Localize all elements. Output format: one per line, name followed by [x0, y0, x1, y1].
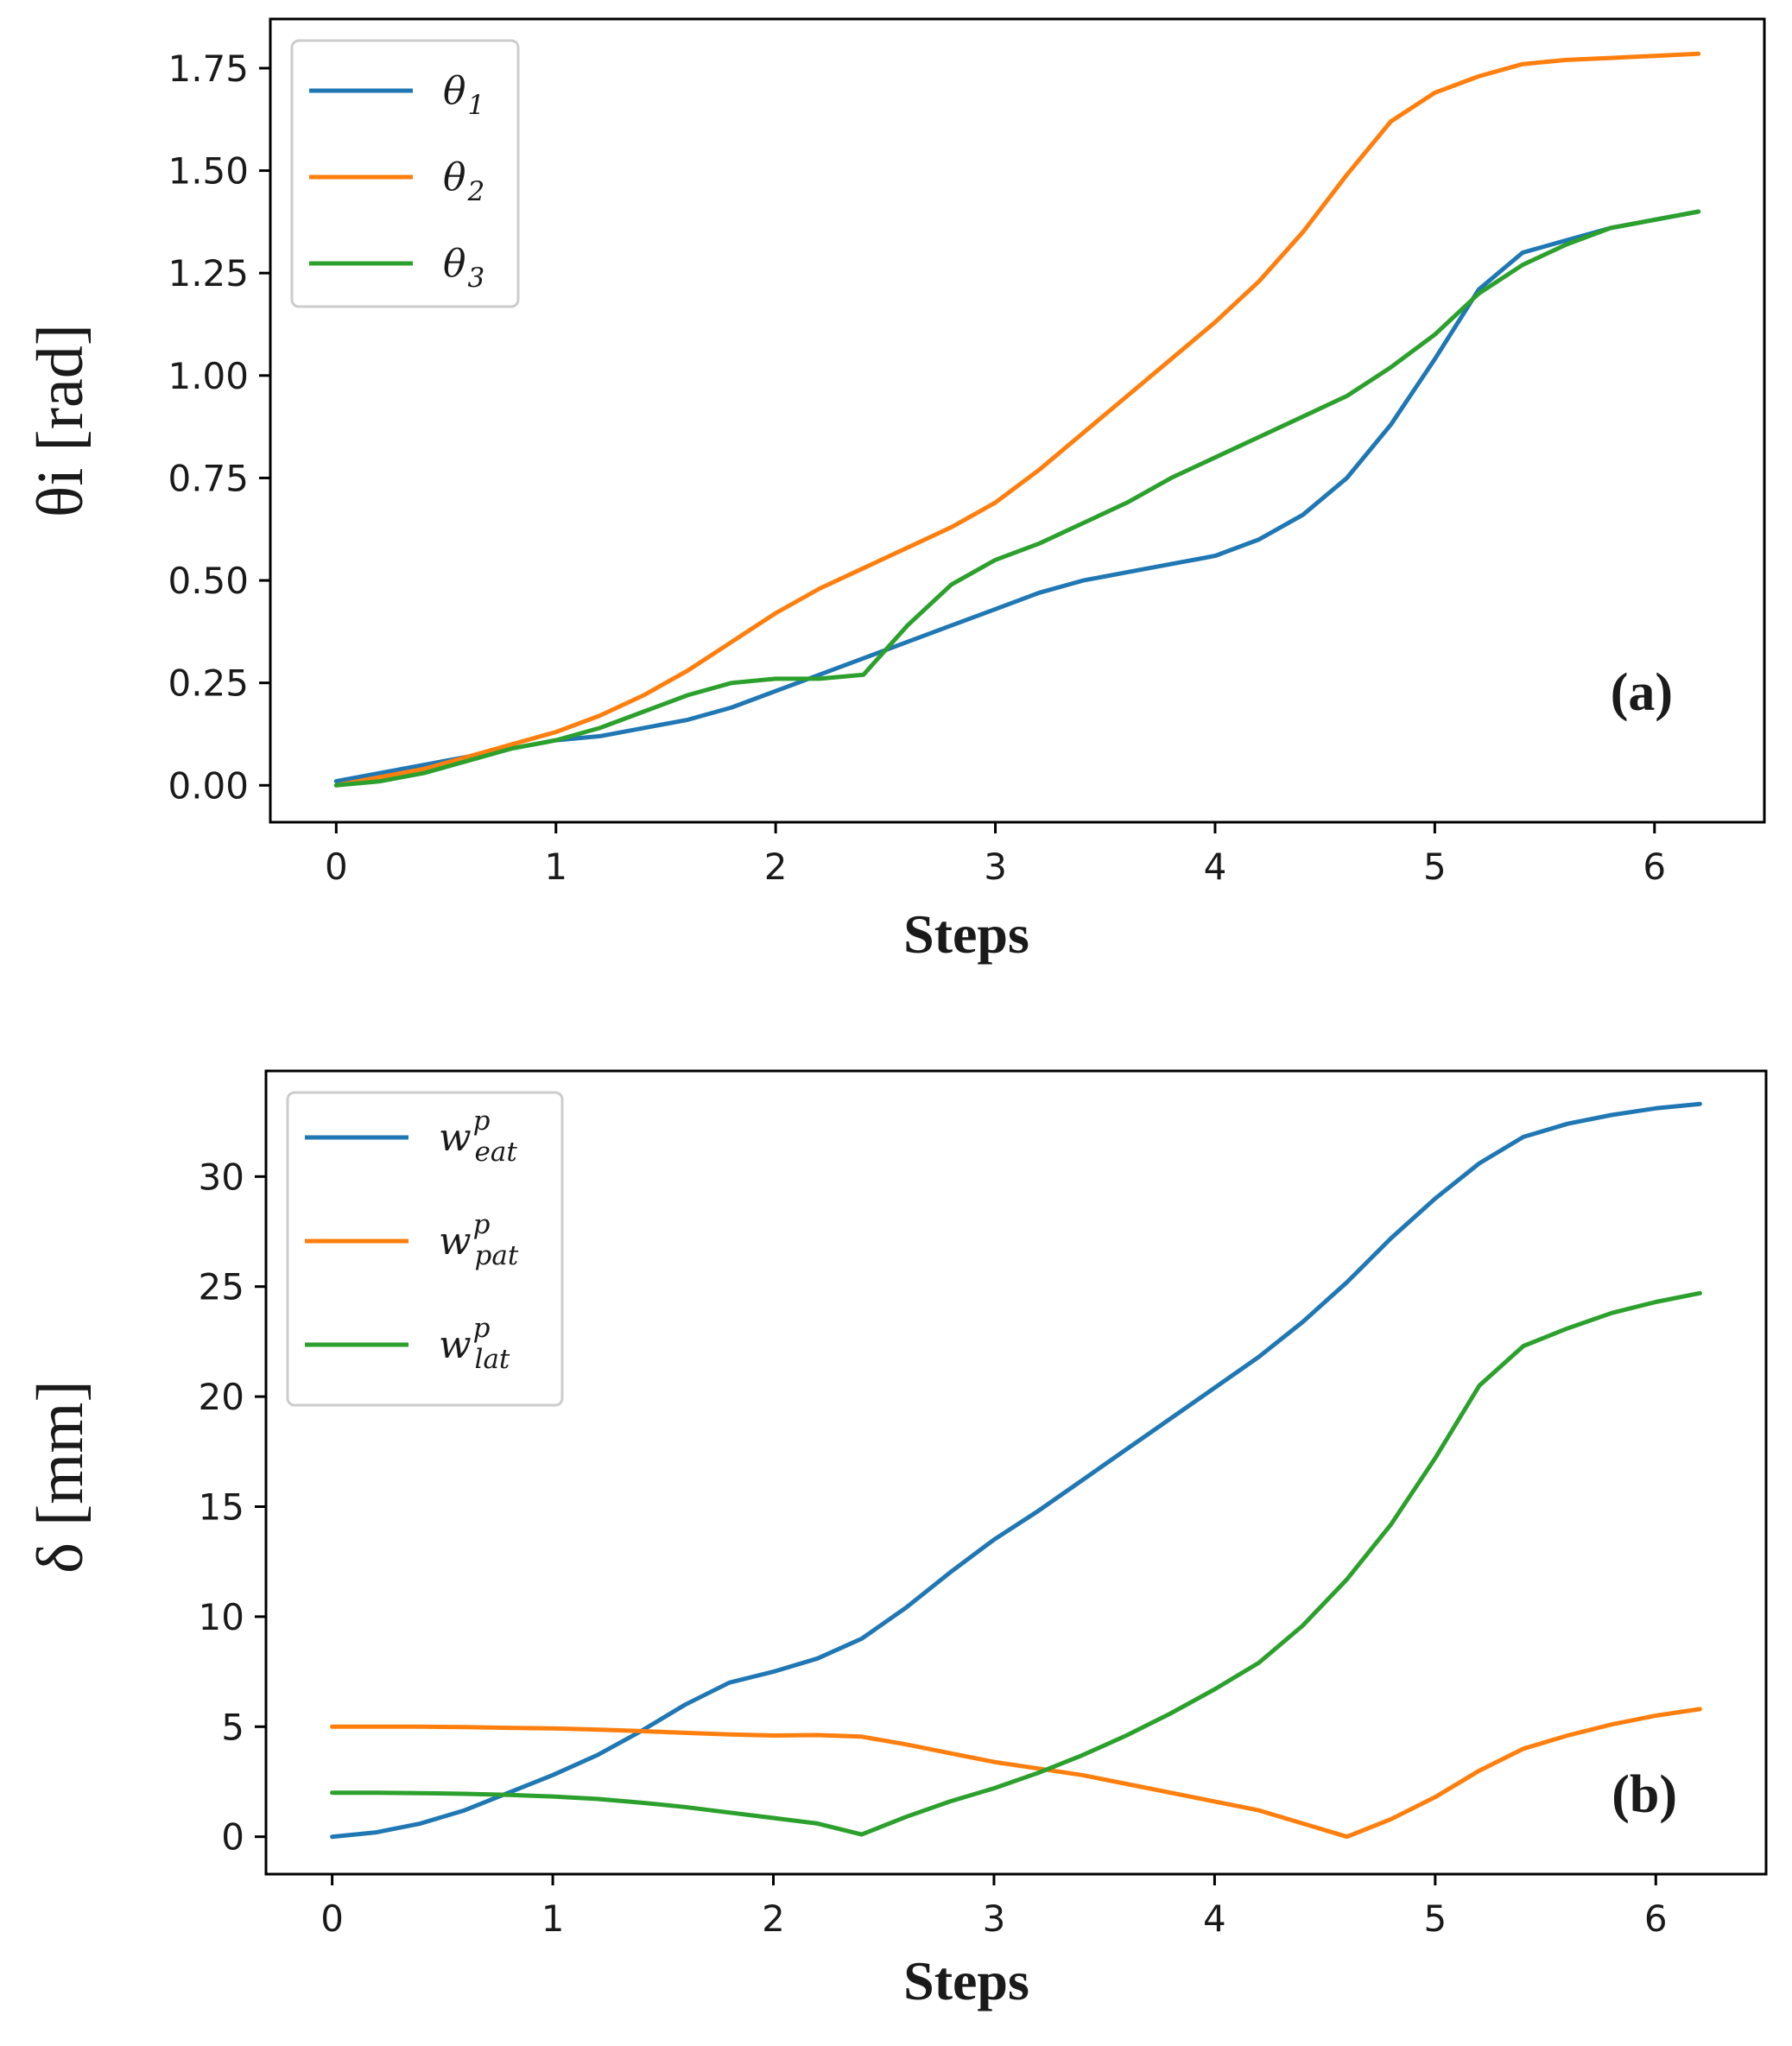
- y-tick-label-a-1: 0.25: [168, 662, 249, 705]
- legend-symbol-b-2: w: [439, 1219, 472, 1264]
- x-tick-label-a-5: 5: [1423, 846, 1447, 888]
- legend-superscript-b-3: p: [473, 1313, 491, 1344]
- y-axis-label-a-text: θi [rad]: [24, 324, 97, 517]
- legend-box-a: [290, 39, 520, 308]
- y-ticks-b: 0 5 10 15 20 25 30: [199, 1156, 266, 1859]
- legend-symbol-a-3: θ: [443, 242, 466, 286]
- y-tick-label-a-4: 1.00: [168, 355, 249, 397]
- legend-label-b-2: wp pat: [439, 1209, 519, 1271]
- x-tick-label-a-1: 1: [544, 846, 567, 888]
- panel-label-b: (b): [1612, 1765, 1677, 1824]
- series-group-b: [330, 1101, 1702, 1840]
- legend-subscript-b-2: pat: [475, 1240, 519, 1271]
- legend-superscript-b-1: p: [473, 1105, 491, 1137]
- x-tick-label-b-0: 0: [320, 1897, 344, 1940]
- legend-subscript-a-2: 2: [467, 176, 485, 207]
- x-tick-label-a-2: 2: [764, 846, 788, 888]
- series-line-a-2: [333, 51, 1701, 788]
- x-axis-label-a: Steps: [903, 903, 1029, 965]
- y-tick-label-a-7: 1.75: [168, 48, 249, 90]
- x-tick-label-b-4: 4: [1203, 1897, 1226, 1940]
- y-tick-label-a-2: 0.50: [168, 560, 249, 602]
- y-ticks-a: 0.00 0.25 0.50 0.75 1.00 1.25 1.50 1.75: [168, 48, 270, 807]
- y-axis-label-b: δ [mm]: [24, 1380, 97, 1574]
- y-tick-label-b-4: 20: [199, 1376, 244, 1418]
- series-line-b-2: [330, 1707, 1702, 1840]
- y-tick-label-a-3: 0.75: [168, 457, 249, 499]
- x-tick-label-a-4: 4: [1204, 846, 1227, 888]
- legend-label-a-1: θ1: [443, 69, 484, 121]
- x-ticks-a: 0 1 2 3 4 5 6: [325, 822, 1666, 888]
- x-ticks-b: 0 1 2 3 4 5 6: [320, 1874, 1668, 1940]
- x-axis-label-b: Steps: [903, 1950, 1029, 2011]
- legend-symbol-b-1: w: [439, 1116, 472, 1160]
- x-tick-label-b-2: 2: [762, 1897, 785, 1940]
- x-tick-label-b-3: 3: [983, 1897, 1006, 1940]
- y-tick-label-b-3: 15: [199, 1485, 244, 1528]
- x-tick-label-b-6: 6: [1644, 1897, 1668, 1940]
- series-group-a: [333, 51, 1701, 788]
- legend-subscript-a-3: 3: [468, 263, 485, 294]
- panel-a: 0 1 2 3 4 5 6 0.00 0.25 0.50 0.75 1.00 1.25 1.50 1.75…: [24, 17, 1766, 965]
- series-line-b-3: [330, 1290, 1702, 1837]
- y-tick-label-b-1: 5: [221, 1706, 244, 1748]
- legend-symbol-a-1: θ: [443, 69, 466, 113]
- x-tick-label-a-6: 6: [1643, 846, 1666, 888]
- y-tick-label-b-5: 25: [199, 1266, 244, 1308]
- legend-label-b-1: wp eat: [439, 1105, 517, 1168]
- y-tick-label-b-6: 30: [199, 1156, 244, 1198]
- y-tick-label-a-0: 0.00: [168, 764, 249, 807]
- y-axis-label-b-text: δ [mm]: [24, 1380, 97, 1574]
- plot-frame-b: [264, 1069, 1768, 1876]
- legend-subscript-a-1: 1: [468, 90, 485, 121]
- y-axis-label-a: θi [rad]: [24, 324, 97, 517]
- legend-label-b-3: wp lat: [439, 1313, 510, 1375]
- legend-symbol-b-3: w: [439, 1323, 472, 1367]
- legend-symbol-a-2: θ: [443, 155, 466, 200]
- x-tick-label-b-1: 1: [541, 1897, 565, 1940]
- y-tick-label-b-0: 0: [221, 1816, 244, 1859]
- plot-frame-a: [269, 17, 1766, 824]
- x-tick-label-b-5: 5: [1423, 1897, 1447, 1940]
- series-line-a-3: [333, 209, 1701, 788]
- legend-label-a-3: θ3: [443, 242, 484, 294]
- panel-label-a: (a): [1611, 663, 1673, 722]
- series-line-b-1: [330, 1101, 1702, 1840]
- legend-subscript-b-1: eat: [475, 1137, 518, 1168]
- legend-superscript-b-2: p: [473, 1209, 491, 1240]
- y-tick-label-b-2: 10: [199, 1596, 244, 1638]
- x-tick-label-a-3: 3: [984, 846, 1007, 888]
- x-tick-label-a-0: 0: [325, 846, 348, 888]
- y-tick-label-a-5: 1.25: [168, 252, 249, 295]
- legend-box-b: [286, 1091, 564, 1407]
- legend-subscript-b-3: lat: [475, 1344, 510, 1375]
- y-tick-label-a-6: 1.50: [168, 150, 249, 193]
- legend-label-a-2: θ2: [443, 155, 484, 207]
- series-line-a-1: [333, 209, 1701, 784]
